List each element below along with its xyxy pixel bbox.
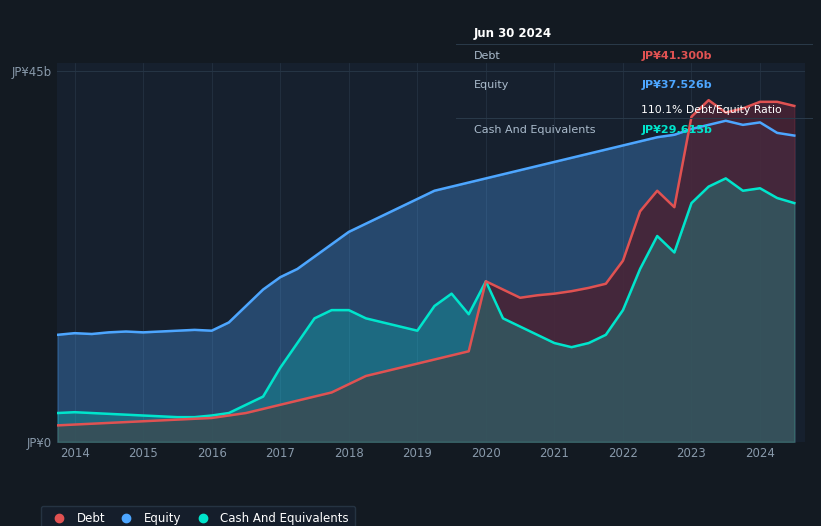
- Text: Debt: Debt: [474, 51, 500, 61]
- Legend: Debt, Equity, Cash And Equivalents: Debt, Equity, Cash And Equivalents: [41, 506, 355, 526]
- Text: Equity: Equity: [474, 80, 509, 90]
- Text: Jun 30 2024: Jun 30 2024: [474, 27, 552, 40]
- Text: Cash And Equivalents: Cash And Equivalents: [474, 125, 595, 135]
- Text: 110.1% Debt/Equity Ratio: 110.1% Debt/Equity Ratio: [641, 105, 782, 115]
- Text: JP¥37.526b: JP¥37.526b: [641, 80, 712, 90]
- Text: JP¥41.300b: JP¥41.300b: [641, 51, 712, 61]
- Text: JP¥29.615b: JP¥29.615b: [641, 125, 713, 135]
